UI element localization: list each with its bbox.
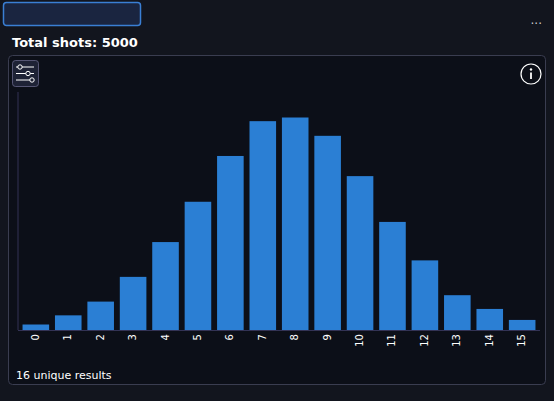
icon-knob <box>26 71 30 75</box>
x-tick-label: 1 <box>62 334 73 340</box>
icon-box <box>13 61 39 87</box>
x-tick-label: 10 <box>354 334 365 347</box>
icon-knob <box>30 78 34 82</box>
info-circle <box>521 64 541 84</box>
chart-svg: Total shots: 500001234567891011121314151… <box>0 0 554 401</box>
bar <box>55 315 82 330</box>
bar <box>185 202 212 330</box>
tab <box>4 3 141 26</box>
x-tick-label: 7 <box>257 334 268 340</box>
bar <box>120 277 147 330</box>
bar <box>476 309 503 330</box>
x-tick-label: 9 <box>322 334 333 340</box>
bar <box>444 295 471 330</box>
x-tick-label: 8 <box>289 334 300 340</box>
bar <box>509 320 536 330</box>
panel <box>9 56 546 385</box>
bar <box>347 176 374 330</box>
bar <box>152 242 179 330</box>
bar <box>379 222 406 330</box>
annotation: 16 unique results <box>16 369 112 382</box>
bar <box>412 260 439 330</box>
x-tick-label: 15 <box>516 334 527 347</box>
icon-knob <box>18 65 22 69</box>
bar <box>217 156 244 330</box>
x-tick-label: 12 <box>419 334 430 347</box>
bar <box>23 325 50 330</box>
x-axis-line <box>18 330 540 331</box>
bar <box>282 118 309 331</box>
annotation: ... <box>531 13 542 27</box>
info-stem <box>530 73 532 80</box>
info-dot <box>530 68 532 70</box>
bars <box>23 118 536 331</box>
x-tick-label: 0 <box>30 334 41 340</box>
x-tick-label: 13 <box>451 334 462 347</box>
bar <box>87 302 114 330</box>
settings-icon <box>13 61 39 87</box>
x-tick-label: 4 <box>160 334 171 340</box>
x-tick-label: 3 <box>127 334 138 340</box>
x-tick-label: 2 <box>95 334 106 340</box>
title: Total shots: 5000 <box>12 35 138 50</box>
x-tick-label: 5 <box>192 334 203 340</box>
background <box>0 0 554 401</box>
bar <box>249 121 276 330</box>
icon-line <box>16 73 34 74</box>
bar <box>314 136 341 330</box>
info-icon <box>521 64 541 84</box>
y-axis-line <box>18 92 19 330</box>
x-tick-label: 6 <box>224 334 235 340</box>
x-tick-label: 11 <box>386 334 397 347</box>
x-tick-label: 14 <box>484 334 495 347</box>
